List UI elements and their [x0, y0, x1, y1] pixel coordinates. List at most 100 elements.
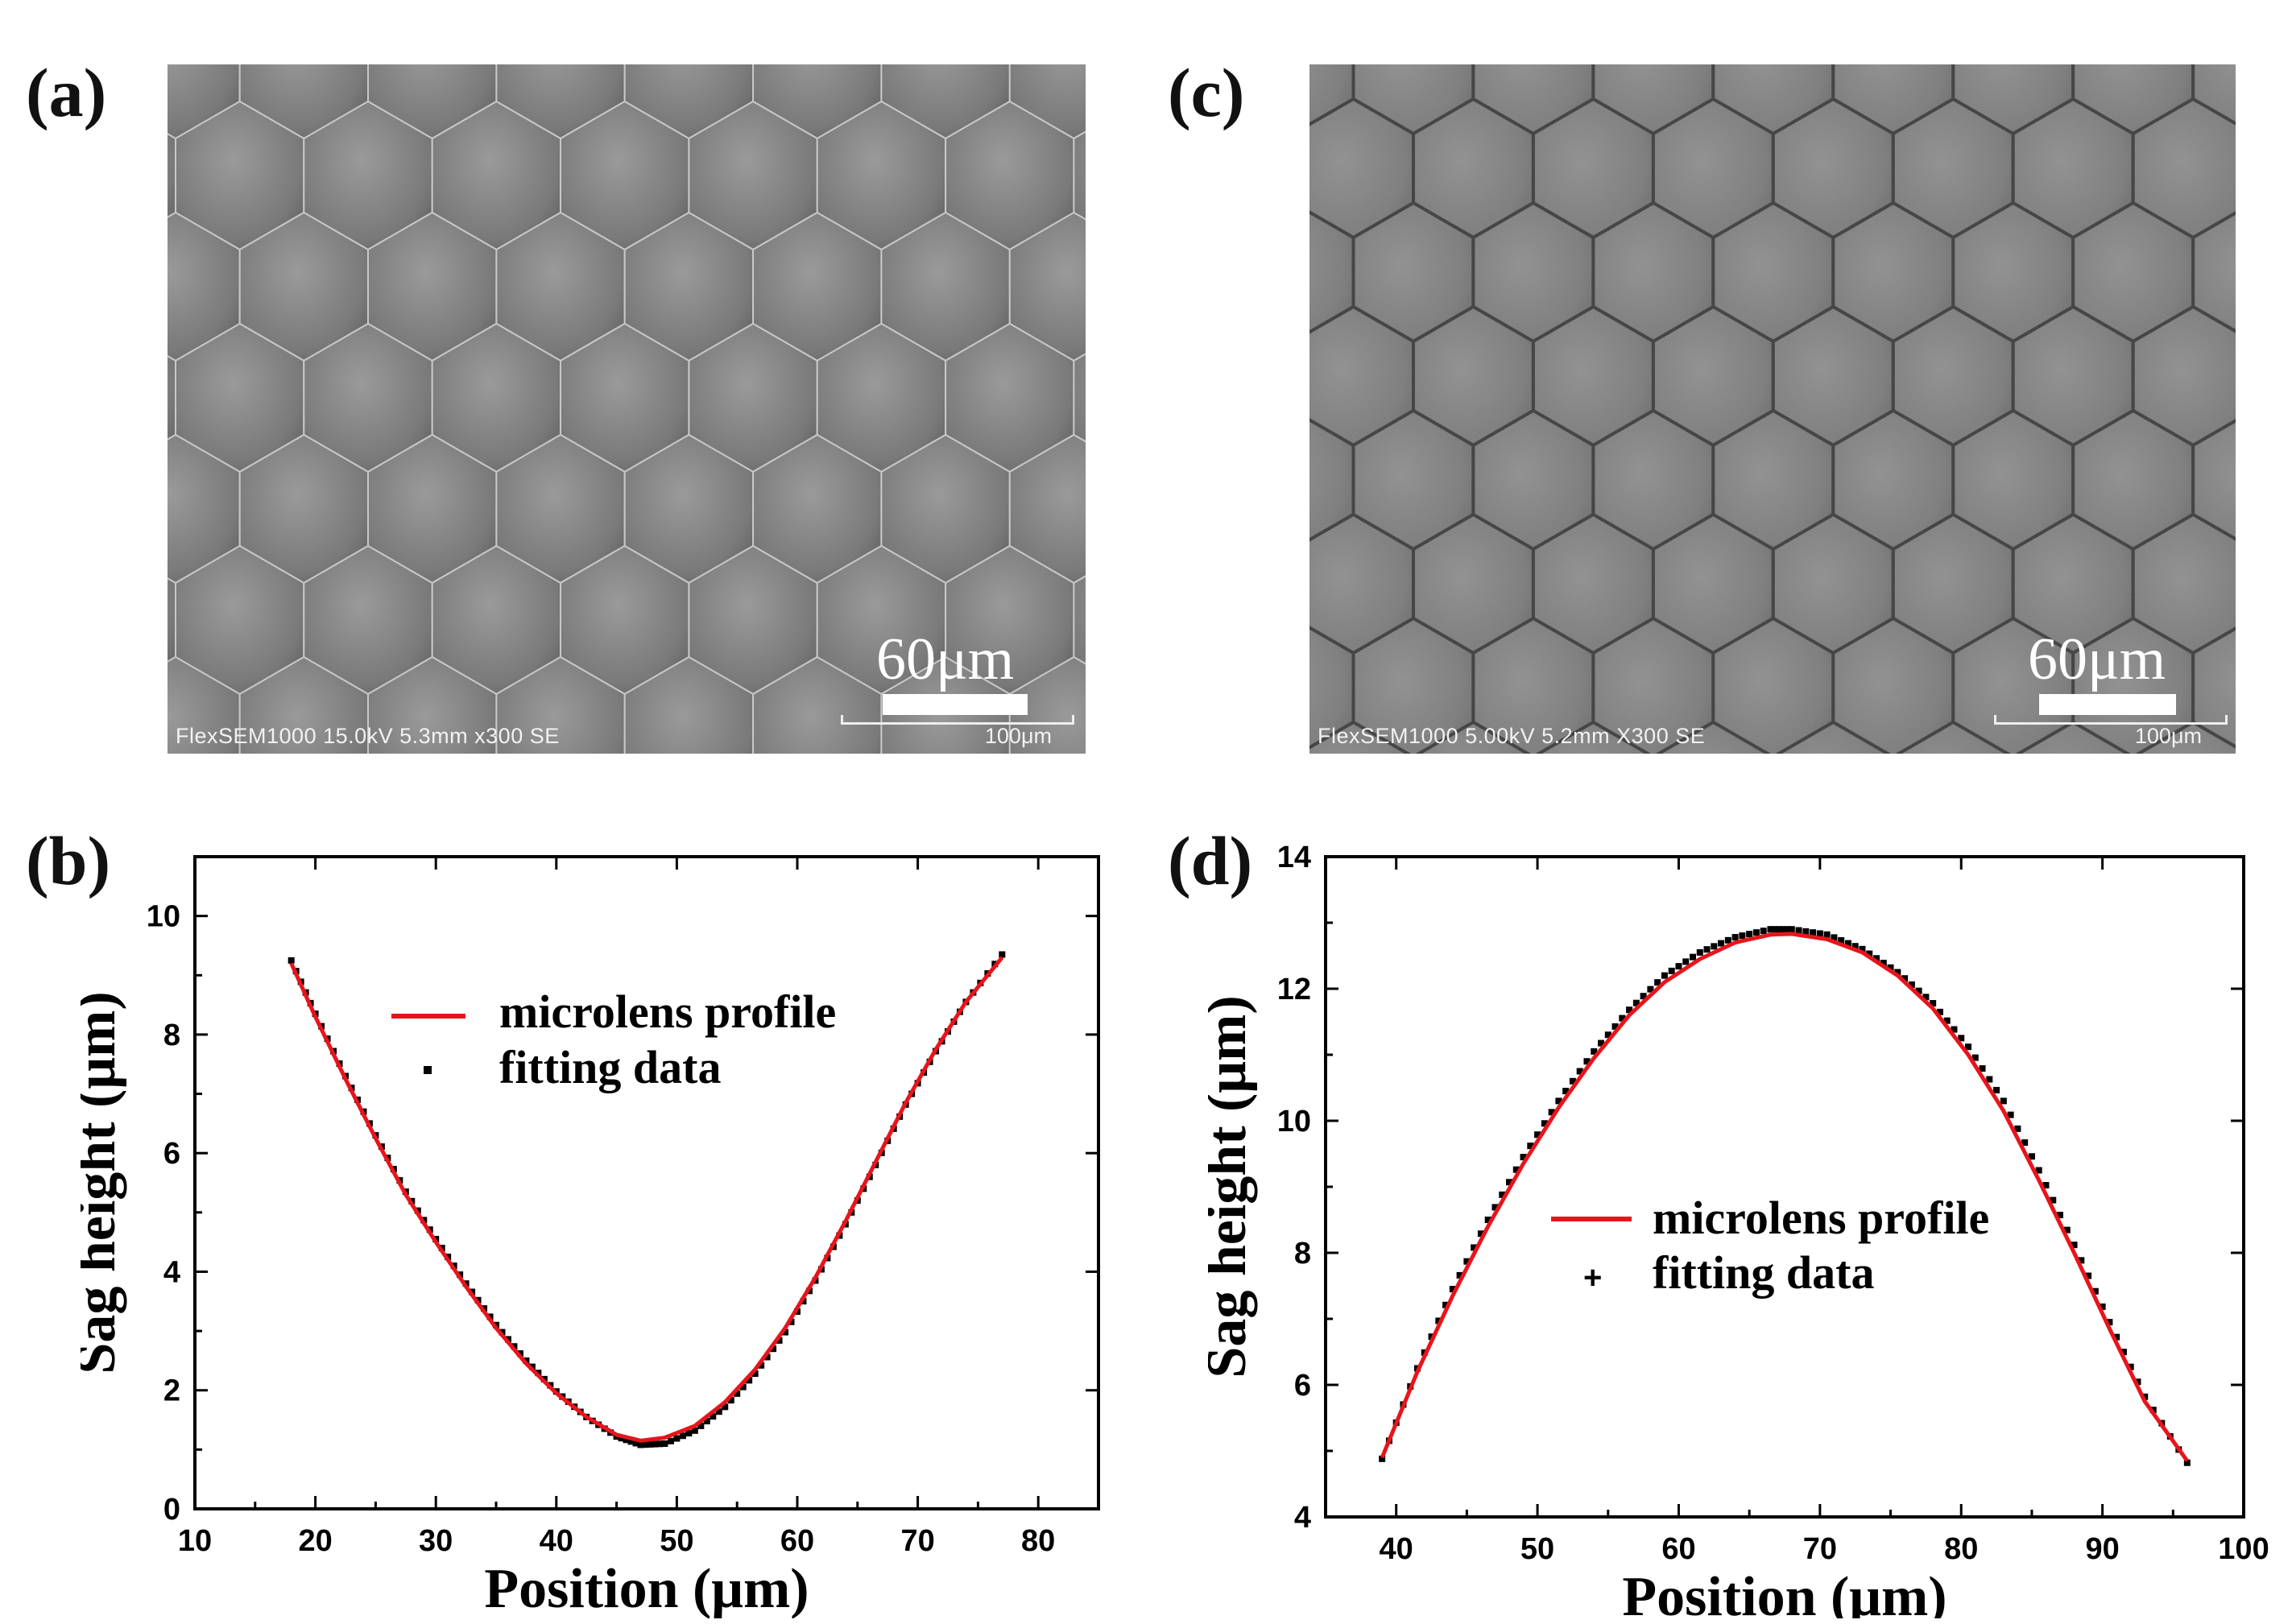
fit-point: [1724, 936, 1731, 944]
fit-point: [1802, 928, 1810, 935]
y-axis-label: Sag height (μm): [1208, 995, 1258, 1378]
sem-image-c: 60μm FlexSEM1000 5.00kV 5.2mm X300 SE 10…: [1309, 64, 2236, 754]
fit-point: [2000, 1097, 2007, 1105]
fit-point: [710, 1413, 717, 1420]
lens-cell: [1008, 655, 1086, 754]
x-tick-label: 80: [1944, 1532, 1978, 1566]
fit-point: [776, 1337, 783, 1344]
fit-point: [1873, 955, 1880, 962]
fit-point: [782, 1329, 789, 1336]
chart-d: 40 50 60 70 80 90 100 4 6 8 10 12 14 Position (μm) Sag…: [1196, 837, 2287, 1624]
fit-point: [2071, 1242, 2078, 1249]
fit-point: [1943, 1017, 1951, 1024]
y-tick-label: 0: [163, 1493, 180, 1527]
y-tick-label: 14: [1277, 841, 1311, 874]
lens-cell: [238, 655, 369, 754]
fit-point: [751, 1370, 759, 1378]
x-tick-label: 80: [1021, 1524, 1055, 1558]
fit-point: [2063, 1226, 2071, 1233]
fit-point: [1746, 931, 1753, 938]
sem-footer-a: FlexSEM1000 15.0kV 5.3mm x300 SE 100μm: [168, 723, 1086, 754]
x-tick-label: 50: [660, 1524, 693, 1558]
y-tick-label: 2: [163, 1374, 180, 1408]
y-tick-label: 6: [1294, 1369, 1311, 1403]
fit-point: [2113, 1333, 2120, 1341]
fit-point: [1675, 963, 1682, 970]
fit-point: [1951, 1026, 1958, 1033]
x-tick-label: 10: [178, 1524, 212, 1558]
scale-bar-label-c: 60μm: [2028, 626, 2166, 692]
fit-point: [652, 1440, 659, 1448]
fit-point: [763, 1353, 771, 1361]
panel-label-d: (d): [1168, 822, 1253, 899]
x-tick-label: 40: [1380, 1532, 1413, 1566]
fit-point: [1555, 1097, 1562, 1105]
fit-point: [1775, 926, 1782, 933]
scale-ticks-c: [1994, 715, 2228, 725]
fit-point: [746, 1377, 753, 1384]
fit-point: [727, 1397, 734, 1404]
fit-point: [1640, 993, 1647, 1000]
fit-point: [623, 1436, 630, 1444]
fit-point: [1844, 940, 1851, 947]
lens-cell: [623, 655, 755, 754]
lens-cell: [752, 655, 883, 754]
fit-point: [758, 1362, 765, 1369]
fit-point: [642, 1441, 649, 1448]
fit-point: [1604, 1031, 1611, 1039]
fit-point: [1711, 943, 1718, 950]
fit-point: [1647, 986, 1654, 993]
fit-point: [288, 957, 295, 964]
y-tick-label: 10: [1277, 1105, 1311, 1138]
fit-point: [1901, 975, 1909, 982]
fit-point: [1619, 1014, 1626, 1022]
fit-point: [1731, 934, 1739, 941]
scale-ticks-a: [841, 715, 1074, 725]
fit-point: [1442, 1301, 1450, 1308]
fit-point: [739, 1383, 747, 1391]
fit-point: [1908, 981, 1915, 988]
legend-label-fit: fitting data: [1653, 1246, 1875, 1299]
fit-point: [2057, 1212, 2063, 1219]
fit-point: [1771, 926, 1778, 933]
plot-frame: [193, 855, 1100, 1510]
x-tick-label: 70: [900, 1524, 934, 1558]
fit-point: [673, 1435, 681, 1442]
y-tick-label: 8: [163, 1019, 180, 1052]
fit-point: [1520, 1154, 1527, 1161]
fit-point: [2085, 1272, 2092, 1279]
chart-b: 10 20 30 40 50 60 70 80 0 2 4 6 8 10 Position (μm) Sag …: [65, 837, 1127, 1620]
fit-point: [1986, 1076, 1993, 1083]
scale-bar-label-a: 60μm: [876, 626, 1015, 692]
fit-point: [1718, 940, 1725, 947]
fit-point: [722, 1403, 729, 1411]
legend-marker-fit: [424, 1066, 432, 1074]
fit-point: [1379, 1455, 1386, 1462]
scale-bar-a: [883, 694, 1028, 715]
fit-point: [1682, 958, 1690, 965]
fit-point: [1463, 1258, 1471, 1265]
fit-point: [1541, 1120, 1548, 1127]
fit-point: [788, 1318, 795, 1325]
sem-footer-c: FlexSEM1000 5.00kV 5.2mm X300 SE 100μm: [1309, 723, 2236, 754]
fit-point: [715, 1408, 722, 1415]
legend-label-fit: fitting data: [499, 1041, 722, 1093]
fit-point: [1569, 1077, 1576, 1085]
fit-point: [632, 1440, 639, 1447]
fit-point: [1690, 953, 1696, 961]
fit-point: [1866, 950, 1873, 957]
fit-point: [1471, 1244, 1478, 1251]
fit-point: [656, 1440, 664, 1448]
panel-label-a: (a): [26, 54, 107, 131]
fit-point: [2078, 1257, 2085, 1264]
fit-point: [2007, 1111, 2014, 1118]
fit-point: [1562, 1088, 1570, 1095]
fit-point: [1477, 1230, 1484, 1238]
fit-point: [1739, 932, 1746, 940]
fit-point: [2106, 1319, 2113, 1326]
scale-bar-c: [2039, 694, 2176, 715]
fit-point: [667, 1437, 674, 1444]
panel-label-c: (c): [1168, 54, 1245, 131]
fit-point: [1851, 943, 1859, 950]
fit-point: [2120, 1349, 2127, 1356]
